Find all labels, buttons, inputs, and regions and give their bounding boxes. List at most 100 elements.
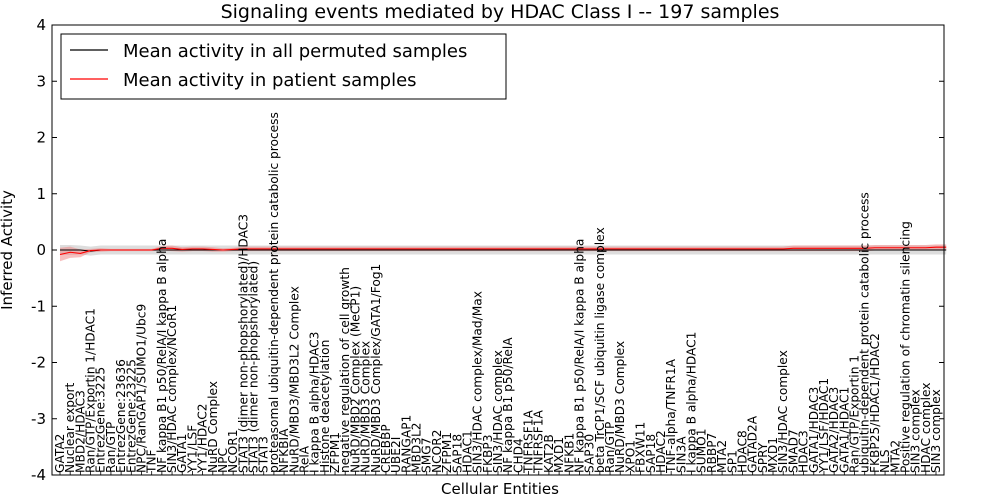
category-label: ZFPM1 <box>440 432 454 473</box>
category-label: NuRD/MBD2 Complex (MeCP1) <box>348 286 362 473</box>
category-label: NF kappa B1 p50/RelA/I kappa B alpha <box>572 239 586 473</box>
category-label: Ran/GTP <box>104 422 118 473</box>
category-label: NPC/RanGAP1/SUMO1/Ubc9 <box>134 304 148 473</box>
category-label: NPC <box>216 448 230 473</box>
bands-layer <box>60 244 947 262</box>
category-label: XPO1 <box>623 440 637 473</box>
category-label: EntrezGene:3225 <box>94 367 108 473</box>
series-line-0 <box>60 249 947 252</box>
category-label: EntrezGene:23636 <box>114 359 128 473</box>
category-label: Histone deacetylation <box>318 340 332 473</box>
category-label: TNF <box>145 449 159 474</box>
category-label: SIN3/HDAC complex/Mad/Max <box>471 291 485 473</box>
y-tick-label: 2 <box>36 129 46 147</box>
category-label: RBBP7 <box>705 433 719 473</box>
category-label: NLS <box>878 449 892 473</box>
x-ticks <box>59 471 937 475</box>
category-label: NuRD/MBD3 Complex <box>359 341 373 473</box>
y-tick-label: -1 <box>31 297 46 315</box>
category-label: GATAD2A <box>746 415 760 473</box>
category-label: SMG7 <box>420 438 434 473</box>
category-label: Ran/GTP <box>603 422 617 473</box>
chart-title: Signaling events mediated by HDAC Class … <box>221 1 780 23</box>
category-label: NCOR1 <box>226 430 240 473</box>
category-label: UBE2I <box>389 437 403 473</box>
legend-box <box>60 33 507 100</box>
category-label: NF kappa B1 p50/RelA/I kappa B alpha <box>155 239 169 473</box>
category-label: KAT2B <box>542 434 556 473</box>
category-label: GATA2 <box>53 434 67 473</box>
category-label: NuRD/MBD3 Complex <box>613 341 627 473</box>
category-label: NF kappa B1 p50/RelA <box>501 337 515 473</box>
category-label: SPRY <box>756 442 770 473</box>
legend-label-patient: Mean activity in patient samples <box>123 70 417 91</box>
category-label: Nuclear export <box>63 383 77 473</box>
category-label: YY1/LSF/HDAC1 <box>817 378 831 474</box>
category-label: NuRD/MBD3 Complex/GATA1/Fog1 <box>369 264 383 473</box>
category-label: MBD2/HDAC3 <box>73 390 87 473</box>
category-label: STAT3 <box>257 436 271 473</box>
category-label: GATA2/HDAC3 <box>827 387 841 473</box>
y-tick-label: 3 <box>36 72 46 90</box>
category-label: ZFPM1 <box>328 432 342 473</box>
y-tick-label: -3 <box>31 410 46 428</box>
category-label: CREBBP <box>379 424 393 473</box>
category-label: RANGAP1 <box>399 415 413 473</box>
category-label: TNFRSF1A <box>522 409 536 474</box>
category-label: SAP18 <box>644 434 658 473</box>
category-label: negative regulation of cell growth <box>338 267 352 473</box>
category-label: TNFRSF1A <box>532 409 546 474</box>
category-label: HDAC complex <box>919 383 933 474</box>
category-label: proteasomal ubiquitin-dependent protein … <box>267 112 281 473</box>
category-label: SIN3A <box>674 436 688 473</box>
category-label: NuRD/MBD3/MBD3L2 Complex <box>287 286 301 473</box>
category-label: MXD1 <box>766 437 780 473</box>
category-label: SIN3/HDAC complex <box>491 350 505 473</box>
category-label: YY1/HDAC2 <box>196 404 210 474</box>
category-label: HDAC2 <box>654 430 668 473</box>
category-label: SP1 <box>725 450 739 473</box>
category-label: EntrezGene:23225 <box>124 359 138 473</box>
category-label: SIN3/HDAC complex <box>776 350 790 473</box>
category-label: GATA1/HDAC1 <box>837 387 851 473</box>
category-label: SUMO1 <box>695 428 709 473</box>
category-label: SAP18 <box>450 434 464 473</box>
category-label: FKBP3 <box>481 435 495 473</box>
legend: Mean activity in all permuted samples Me… <box>60 33 507 100</box>
category-label: MTA2 <box>888 440 902 473</box>
category-label: I kappa B alpha/HDAC1 <box>685 332 699 473</box>
category-label: HDAC8 <box>735 430 749 473</box>
y-ticks: -4 -3 -2 -1 0 1 2 3 4 <box>31 16 944 484</box>
category-label: GATA1 <box>175 434 189 473</box>
category-label: MXD1 <box>552 437 566 473</box>
category-label: ubiquitin-dependent protein catabolic pr… <box>858 192 872 473</box>
y-tick-label: -4 <box>31 466 46 484</box>
category-label: NFKBIA <box>277 428 291 473</box>
category-label: FBXW11 <box>634 422 648 473</box>
category-label: NCOR2 <box>430 430 444 473</box>
category-label: GATA1/HDAC3 <box>807 387 821 473</box>
y-tick-label: 1 <box>36 185 46 203</box>
category-label: I kappa B alpha/HDAC3 <box>308 332 322 473</box>
category-label: TNF-alpha/TNFR1A <box>664 358 678 474</box>
y-tick-label: -2 <box>31 354 46 372</box>
category-label: Ran/GTP/Exportin 1/HDAC1 <box>84 308 98 473</box>
category-label: NFKB1 <box>562 433 576 473</box>
category-label: NuRD Complex <box>206 381 220 473</box>
category-label: SMAD7 <box>786 429 800 473</box>
category-label: STAT3 (dimer non-phopshorylated) <box>247 261 261 473</box>
category-label: Positive regulation of chromatin silenci… <box>898 221 912 473</box>
category-label: MTA2 <box>715 440 729 473</box>
plot-frame <box>51 24 945 476</box>
category-label: SIN3 complex <box>909 389 923 473</box>
category-label: Ran/GTP/Exportin 1 <box>848 355 862 473</box>
y-tick-label: 0 <box>36 241 46 259</box>
lines-layer <box>59 246 947 256</box>
category-label: STAT3 (dimer non-phopshorylated)/HDAC3 <box>236 214 250 473</box>
category-label: FKBP25/HDAC1/HDAC2 <box>868 333 882 473</box>
category-label: YY1/LSF <box>185 425 199 474</box>
category-label: CHD4 <box>511 438 525 473</box>
